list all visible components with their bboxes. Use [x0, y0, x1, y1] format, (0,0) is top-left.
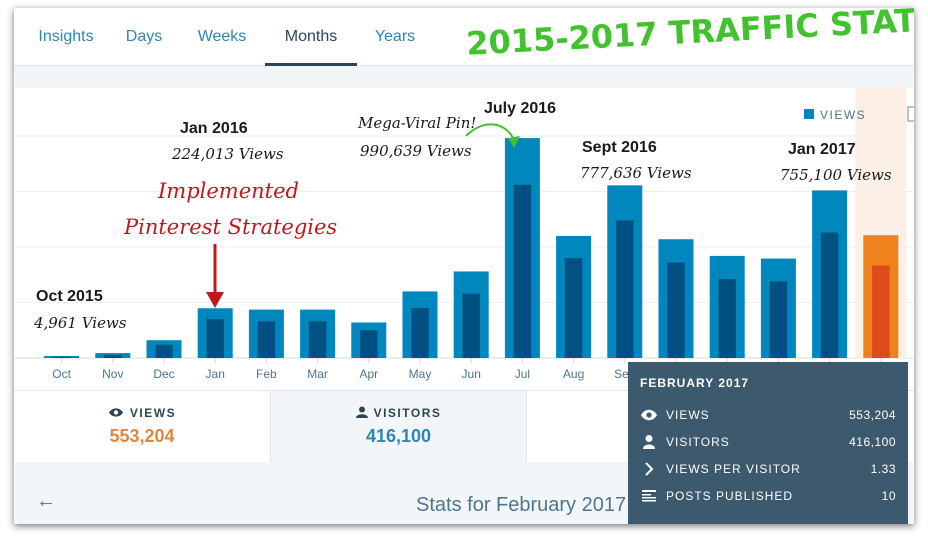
visitors-bar[interactable]: [769, 281, 788, 358]
tooltip-views-label: VIEWS: [666, 408, 710, 422]
chevron-right-icon: [645, 462, 654, 476]
tab-insights[interactable]: Insights: [38, 28, 94, 45]
anno-implemented-line2: Pinterest Strategies: [123, 215, 337, 239]
visitors-bar[interactable]: [52, 357, 71, 358]
summary-views-value: 553,204: [109, 426, 175, 446]
x-tick-label: Jan: [206, 367, 225, 381]
anno-sept2016-title: Sept 2016: [582, 139, 657, 156]
anno-implemented-line1: Implemented: [157, 179, 299, 203]
tab-months[interactable]: Months: [265, 8, 357, 66]
tooltip-row-views: VIEWS 553,204: [640, 406, 896, 426]
tooltip-visitors-value: 416,100: [849, 435, 896, 449]
period-tabs: Insights Days Weeks Months Years 2015-20…: [14, 8, 914, 66]
visitors-bar[interactable]: [206, 319, 224, 358]
x-tick-label: Dec: [153, 367, 174, 381]
anno-jan2016-views: 224,013 Views: [171, 145, 284, 163]
person-icon: [643, 435, 655, 449]
green-arrow-icon: [465, 123, 520, 148]
x-tick-label: Aug: [563, 367, 584, 381]
tab-days[interactable]: Days: [125, 28, 163, 45]
visitors-bar[interactable]: [564, 258, 583, 358]
visitors-bar[interactable]: [411, 308, 429, 358]
x-tick-label: Oct: [52, 367, 71, 381]
summary-views[interactable]: VIEWS 553,204: [14, 391, 270, 463]
summary-views-label: VIEWS: [129, 406, 177, 420]
visitors-bar[interactable]: [513, 184, 532, 358]
tab-weeks[interactable]: Weeks: [197, 28, 247, 45]
tooltip-vpv-label: VIEWS PER VISITOR: [666, 462, 801, 476]
anno-jan2017-title: Jan 2017: [788, 141, 856, 158]
visitors-bar[interactable]: [308, 321, 327, 358]
stats-window: Insights Days Weeks Months Years 2015-20…: [14, 8, 914, 524]
headline-annotation: 2015-2017 TRAFFIC STATS!: [465, 8, 914, 63]
chart-bars[interactable]: [44, 138, 899, 358]
person-icon: [355, 406, 368, 418]
anno-jul2016-title: July 2016: [484, 100, 556, 117]
x-tick-label: Apr: [359, 367, 378, 381]
summary-visitors-label: VISITORS: [373, 406, 442, 420]
anno-mega-line2: 990,639 Views: [360, 142, 472, 160]
visitors-bar[interactable]: [462, 293, 480, 358]
anno-oct2015-title: Oct 2015: [36, 288, 103, 305]
stats-for-title: Stats for February 2017: [416, 494, 627, 516]
x-tick-label: May: [409, 367, 432, 381]
summary-visitors-value: 416,100: [365, 426, 432, 446]
legend-scroll-icon[interactable]: [907, 106, 914, 122]
visitors-bar[interactable]: [667, 262, 685, 358]
visitors-bar[interactable]: [872, 265, 890, 358]
summary-visitors-label-wrap: VISITORS: [271, 406, 526, 420]
visitors-bar[interactable]: [718, 279, 736, 358]
visitors-bar[interactable]: [104, 354, 122, 358]
x-tick-label: Jun: [462, 367, 481, 381]
anno-jan2017-views: 755,100 Views: [780, 166, 892, 184]
tooltip-posts-value: 10: [881, 489, 896, 503]
tooltip-row-posts: POSTS PUBLISHED 10: [640, 487, 896, 507]
tooltip-visitors-label: VISITORS: [666, 435, 730, 449]
summary-views-label-wrap: VIEWS: [14, 406, 270, 420]
eye-icon: [641, 409, 657, 421]
red-arrow-icon: [206, 244, 224, 308]
visitors-bar[interactable]: [155, 344, 173, 358]
tooltip-row-views-per-visitor: VIEWS PER VISITOR 1.33: [640, 460, 896, 480]
x-tick-label: Mar: [307, 367, 328, 381]
visitors-bar[interactable]: [820, 232, 839, 358]
tab-years[interactable]: Years: [374, 28, 416, 45]
tooltip-posts-label: POSTS PUBLISHED: [666, 489, 794, 503]
x-tick-label: Feb: [256, 367, 277, 381]
anno-jan2016-title: Jan 2016: [180, 120, 248, 137]
eye-icon: [108, 408, 123, 417]
anno-sept2016-views: 777,636 Views: [580, 164, 692, 182]
tooltip-title: FEBRUARY 2017: [640, 376, 750, 390]
visitors-bar[interactable]: [257, 321, 276, 358]
chart-top-band: [14, 66, 914, 88]
x-tick-label: Jul: [515, 367, 530, 381]
legend-views-swatch: [804, 109, 814, 119]
x-tick-label: Nov: [102, 367, 123, 381]
back-arrow-icon[interactable]: ←: [36, 490, 56, 512]
visitors-bar[interactable]: [616, 220, 634, 358]
posts-icon: [642, 490, 656, 502]
visitors-bar[interactable]: [360, 330, 378, 358]
summary-visitors[interactable]: VISITORS 416,100: [270, 391, 526, 463]
anno-oct2015-views: 4,961 Views: [33, 314, 127, 332]
tooltip-vpv-value: 1.33: [870, 462, 896, 476]
views-chart-area: OctNovDecJanFebMarAprMayJunJulAugSepOctN…: [14, 66, 914, 390]
anno-mega-line1: Mega-Viral Pin!: [357, 114, 476, 132]
period-tooltip: FEBRUARY 2017 VIEWS 553,204 VISITORS 416…: [628, 362, 908, 524]
legend-views-label: VIEWS: [820, 108, 866, 122]
tooltip-row-visitors: VISITORS 416,100: [640, 433, 896, 453]
tooltip-views-value: 553,204: [849, 408, 896, 422]
views-bar-chart: OctNovDecJanFebMarAprMayJunJulAugSepOctN…: [14, 88, 914, 381]
